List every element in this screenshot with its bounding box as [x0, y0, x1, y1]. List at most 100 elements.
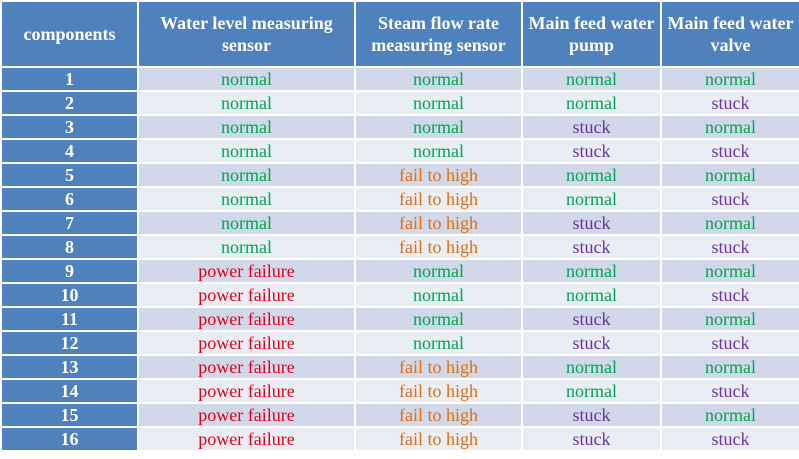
- table-row: 1 normal normal normal normal: [2, 68, 799, 90]
- table-row: 12 power failure normal stuck stuck: [2, 332, 799, 354]
- feed-water-valve-status: stuck: [662, 332, 799, 354]
- table-row: 14 power failure fail to high normal stuck: [2, 380, 799, 402]
- table-row: 13 power failure fail to high normal normal: [2, 356, 799, 378]
- header-main-feed-water-pump: Main feed water pump: [523, 2, 660, 66]
- steam-flow-sensor-status: fail to high: [356, 164, 521, 186]
- component-number: 9: [2, 260, 137, 282]
- water-level-sensor-status: power failure: [139, 404, 354, 426]
- steam-flow-sensor-status: fail to high: [356, 428, 521, 450]
- steam-flow-sensor-status: fail to high: [356, 188, 521, 210]
- table-row: 6 normal fail to high normal stuck: [2, 188, 799, 210]
- water-level-sensor-status: power failure: [139, 284, 354, 306]
- feed-water-valve-status: normal: [662, 260, 799, 282]
- component-number: 1: [2, 68, 137, 90]
- steam-flow-sensor-status: normal: [356, 68, 521, 90]
- steam-flow-sensor-status: normal: [356, 140, 521, 162]
- table-row: 15 power failure fail to high stuck normal: [2, 404, 799, 426]
- feed-water-pump-status: stuck: [523, 212, 660, 234]
- table-row: 8 normal fail to high stuck stuck: [2, 236, 799, 258]
- component-number: 2: [2, 92, 137, 114]
- feed-water-valve-status: stuck: [662, 140, 799, 162]
- table-row: 2 normal normal normal stuck: [2, 92, 799, 114]
- table-row: 3 normal normal stuck normal: [2, 116, 799, 138]
- component-number: 11: [2, 308, 137, 330]
- water-level-sensor-status: normal: [139, 140, 354, 162]
- steam-flow-sensor-status: normal: [356, 308, 521, 330]
- component-number: 3: [2, 116, 137, 138]
- component-number: 16: [2, 428, 137, 450]
- feed-water-valve-status: normal: [662, 116, 799, 138]
- water-level-sensor-status: power failure: [139, 308, 354, 330]
- steam-flow-sensor-status: fail to high: [356, 404, 521, 426]
- water-level-sensor-status: power failure: [139, 260, 354, 282]
- component-number: 10: [2, 284, 137, 306]
- component-number: 7: [2, 212, 137, 234]
- feed-water-pump-status: normal: [523, 284, 660, 306]
- component-number: 15: [2, 404, 137, 426]
- steam-flow-sensor-status: fail to high: [356, 236, 521, 258]
- feed-water-pump-status: stuck: [523, 428, 660, 450]
- feed-water-pump-status: normal: [523, 356, 660, 378]
- water-level-sensor-status: normal: [139, 212, 354, 234]
- feed-water-valve-status: normal: [662, 164, 799, 186]
- header-components: components: [2, 2, 137, 66]
- steam-flow-sensor-status: normal: [356, 284, 521, 306]
- feed-water-pump-status: normal: [523, 92, 660, 114]
- water-level-sensor-status: normal: [139, 188, 354, 210]
- feed-water-pump-status: normal: [523, 164, 660, 186]
- feed-water-valve-status: stuck: [662, 92, 799, 114]
- feed-water-valve-status: normal: [662, 68, 799, 90]
- header-steam-flow-sensor: Steam flow rate measuring sensor: [356, 2, 521, 66]
- steam-flow-sensor-status: normal: [356, 116, 521, 138]
- component-number: 5: [2, 164, 137, 186]
- feed-water-valve-status: normal: [662, 308, 799, 330]
- water-level-sensor-status: power failure: [139, 356, 354, 378]
- feed-water-pump-status: stuck: [523, 404, 660, 426]
- feed-water-pump-status: stuck: [523, 332, 660, 354]
- feed-water-pump-status: normal: [523, 380, 660, 402]
- water-level-sensor-status: power failure: [139, 380, 354, 402]
- water-level-sensor-status: normal: [139, 68, 354, 90]
- table-row: 4 normal normal stuck stuck: [2, 140, 799, 162]
- water-level-sensor-status: normal: [139, 116, 354, 138]
- component-number: 6: [2, 188, 137, 210]
- feed-water-pump-status: stuck: [523, 236, 660, 258]
- feed-water-valve-status: stuck: [662, 428, 799, 450]
- steam-flow-sensor-status: normal: [356, 332, 521, 354]
- water-level-sensor-status: normal: [139, 92, 354, 114]
- steam-flow-sensor-status: normal: [356, 260, 521, 282]
- steam-flow-sensor-status: fail to high: [356, 380, 521, 402]
- steam-flow-sensor-status: fail to high: [356, 356, 521, 378]
- feed-water-valve-status: stuck: [662, 380, 799, 402]
- table-row: 5 normal fail to high normal normal: [2, 164, 799, 186]
- header-main-feed-water-valve: Main feed water valve: [662, 2, 799, 66]
- feed-water-valve-status: normal: [662, 404, 799, 426]
- feed-water-valve-status: normal: [662, 212, 799, 234]
- feed-water-valve-status: normal: [662, 356, 799, 378]
- table-body: 1 normal normal normal normal 2 normal normal no…: [2, 68, 799, 450]
- header-row: components Water level measuring sensor …: [2, 2, 799, 66]
- component-number: 13: [2, 356, 137, 378]
- feed-water-valve-status: stuck: [662, 236, 799, 258]
- table-row: 7 normal fail to high stuck normal: [2, 212, 799, 234]
- feed-water-pump-status: normal: [523, 188, 660, 210]
- water-level-sensor-status: power failure: [139, 428, 354, 450]
- header-water-level-sensor: Water level measuring sensor: [139, 2, 354, 66]
- feed-water-pump-status: stuck: [523, 308, 660, 330]
- feed-water-pump-status: normal: [523, 68, 660, 90]
- steam-flow-sensor-status: fail to high: [356, 212, 521, 234]
- feed-water-valve-status: stuck: [662, 188, 799, 210]
- feed-water-pump-status: stuck: [523, 116, 660, 138]
- table-row: 10 power failure normal normal stuck: [2, 284, 799, 306]
- water-level-sensor-status: power failure: [139, 332, 354, 354]
- component-number: 12: [2, 332, 137, 354]
- feed-water-pump-status: stuck: [523, 140, 660, 162]
- table-row: 11 power failure normal stuck normal: [2, 308, 799, 330]
- steam-flow-sensor-status: normal: [356, 92, 521, 114]
- feed-water-valve-status: stuck: [662, 284, 799, 306]
- component-number: 8: [2, 236, 137, 258]
- feed-water-pump-status: normal: [523, 260, 660, 282]
- water-level-sensor-status: normal: [139, 236, 354, 258]
- water-level-sensor-status: normal: [139, 164, 354, 186]
